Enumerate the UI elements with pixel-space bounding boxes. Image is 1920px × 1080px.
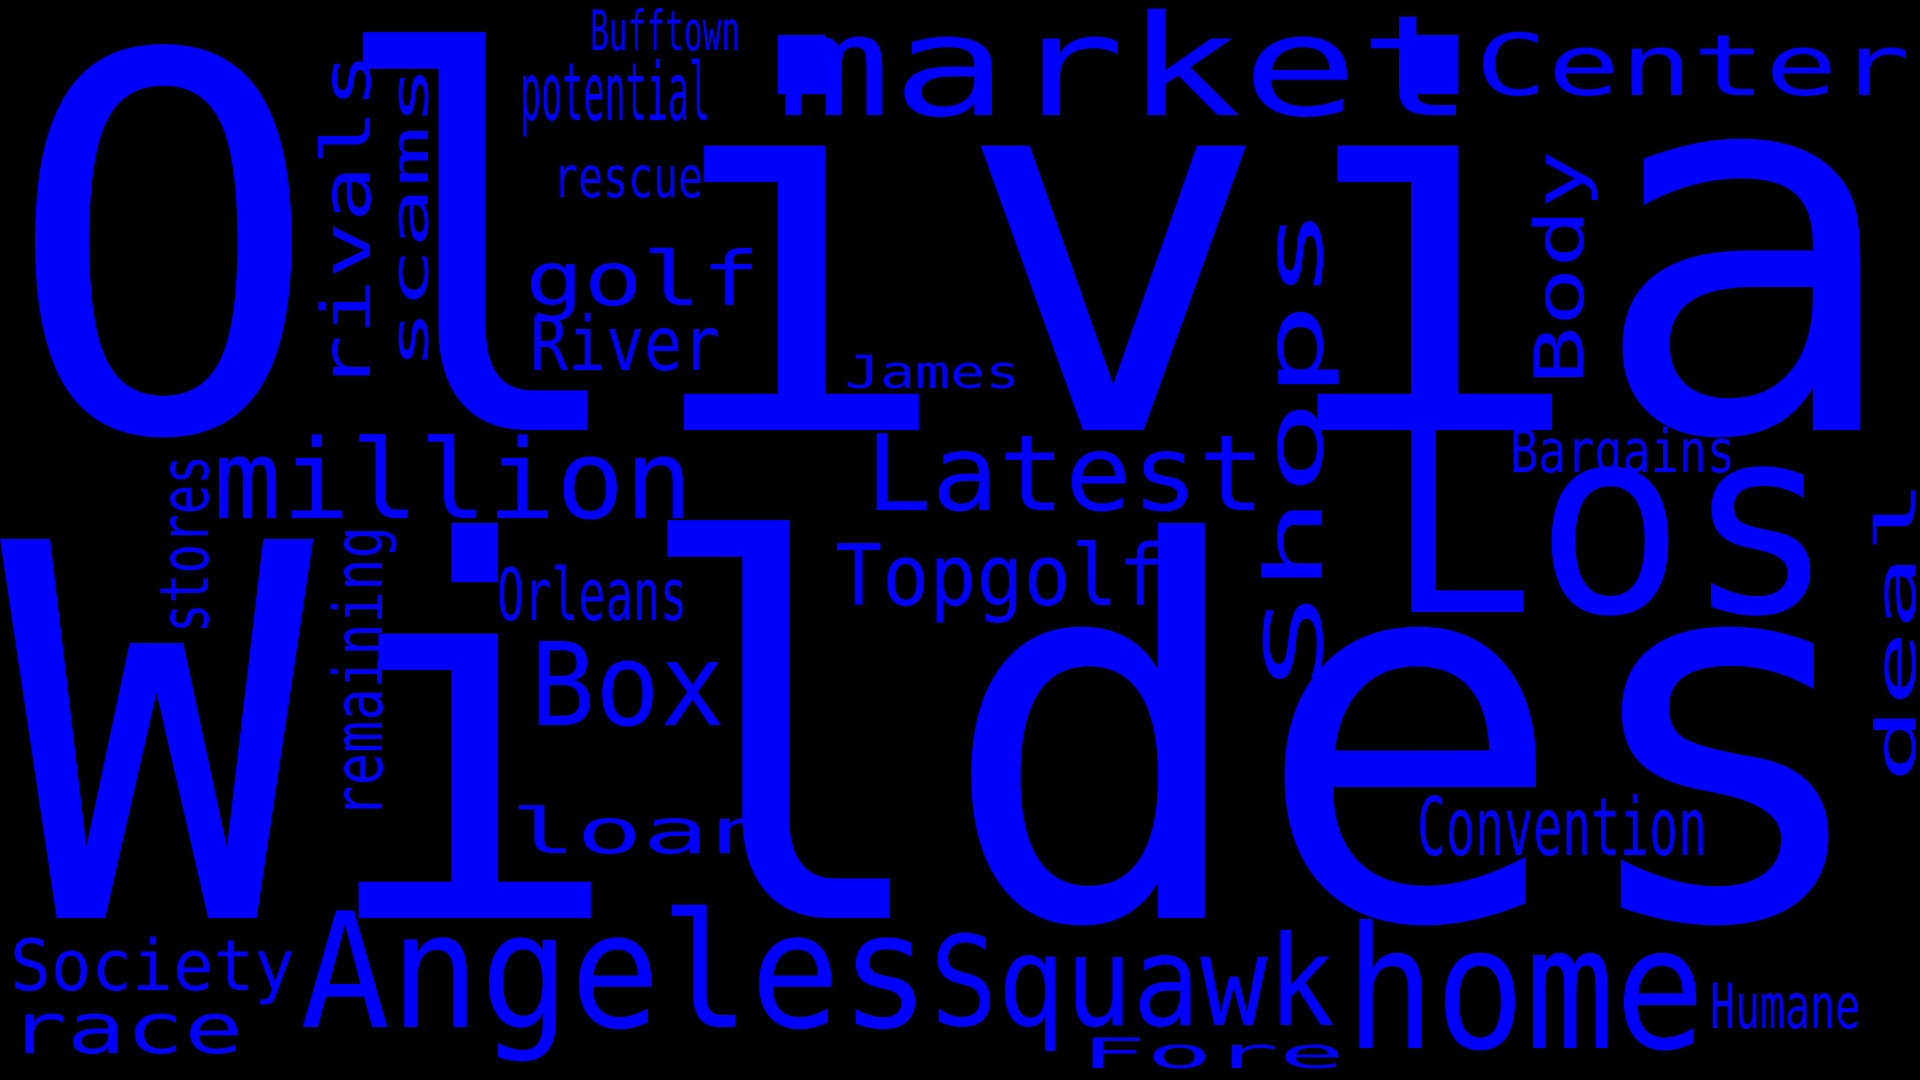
word-olivia: Olivia <box>5 0 1905 553</box>
word-race: Orleans <box>497 553 687 637</box>
word-rivals: Society <box>10 925 295 1007</box>
word-home: home <box>1345 891 1705 1080</box>
word-stores: James <box>845 346 1020 399</box>
word-golf: potential <box>520 46 710 139</box>
word-latest: Latest <box>865 413 1265 535</box>
word-wildes: Wildes <box>0 435 1880 1041</box>
word-humane: remaining <box>320 526 399 818</box>
word-los: Los <box>1385 372 1835 674</box>
word-center: Convention <box>1417 781 1707 874</box>
word-bargains: scams <box>381 65 441 370</box>
word-convention: Shops <box>1248 205 1341 690</box>
word-loan: River <box>530 300 720 388</box>
word-body: rescue <box>553 145 703 211</box>
word-scams: race <box>8 988 243 1070</box>
word-million: million <box>213 416 693 544</box>
word-market: market <box>775 0 1475 149</box>
word-topgolf: Topgolf <box>835 527 1165 626</box>
word-fore: stores <box>146 455 225 633</box>
word-james: Body <box>1521 150 1600 385</box>
word-deal: Bufftown <box>590 0 740 63</box>
word-box: Box <box>530 619 725 753</box>
word-society: loan <box>510 795 775 868</box>
word-bufftown: deal <box>1864 478 1920 783</box>
word-orleans: rivals <box>308 52 387 392</box>
word-squawk: Squawk <box>930 910 1335 1055</box>
word-river: golf <box>525 235 760 323</box>
word-potential: Center <box>1475 17 1910 116</box>
word-rescue: Bargains <box>1510 417 1735 487</box>
word-shops: Humane <box>1710 970 1860 1043</box>
word-angeles: Angeles <box>300 878 930 1065</box>
word-remaining: Fore <box>1080 1029 1345 1078</box>
